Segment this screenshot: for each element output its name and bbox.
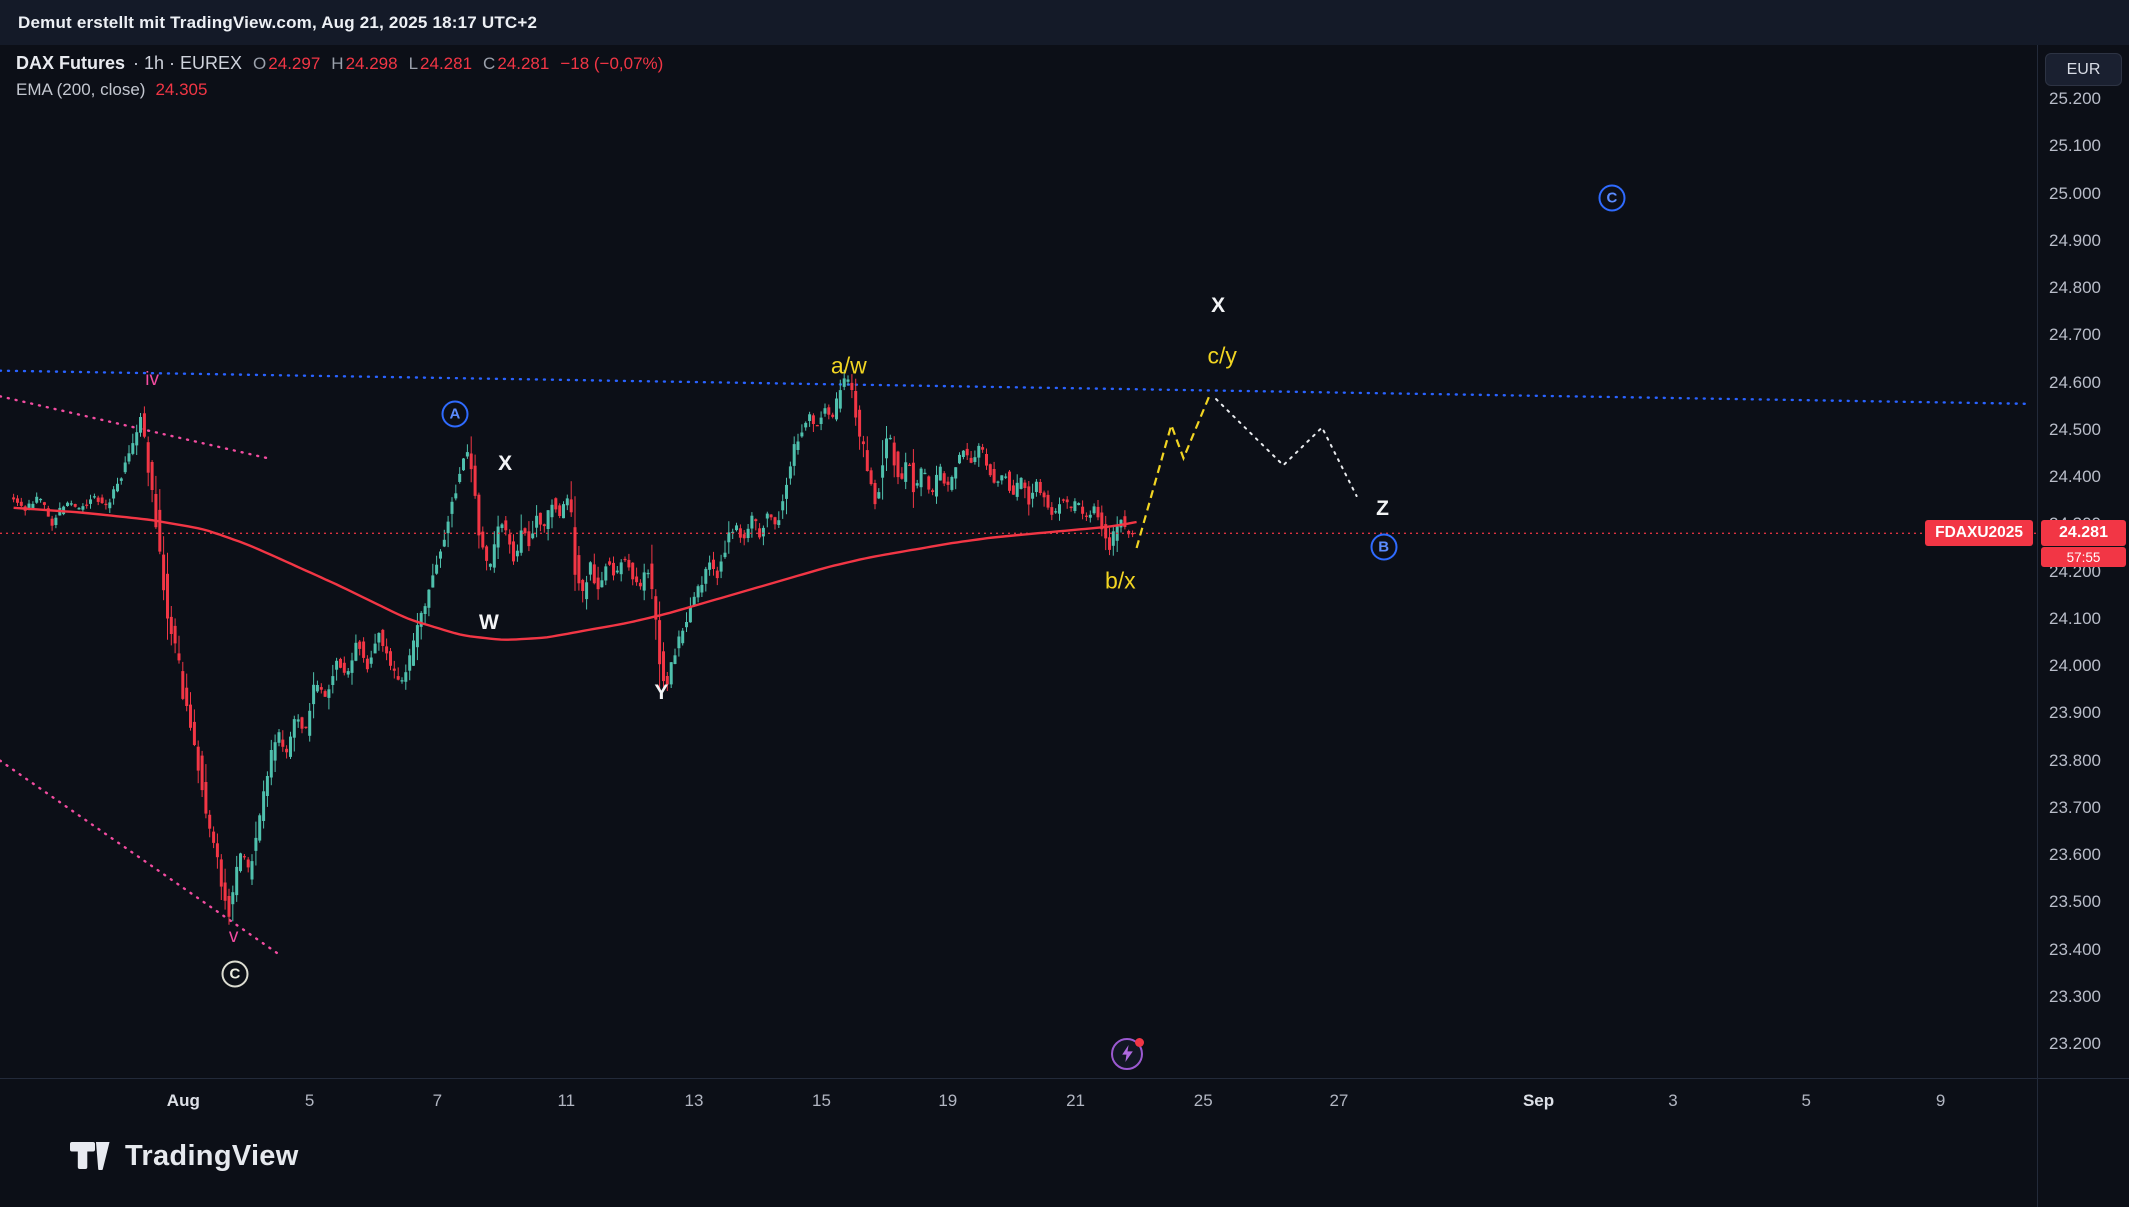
- ohlc-letter: C: [483, 54, 496, 73]
- price-axis-label: 24.700: [2049, 325, 2101, 345]
- ema-line: [13, 506, 1137, 641]
- ticker-price-tag[interactable]: FDAXU2025: [1925, 520, 2033, 547]
- time-axis-label: 13: [684, 1090, 704, 1110]
- change-value: −18 (−0,07%): [560, 54, 664, 73]
- trendline-pink-lower[interactable]: [0, 759, 284, 958]
- time-axis-label: 7: [432, 1090, 443, 1110]
- wave-label-x[interactable]: X: [498, 452, 513, 476]
- price-axis-label: 23.800: [2049, 750, 2101, 770]
- ohlc-letter: O: [253, 54, 267, 73]
- wave-label-w[interactable]: W: [478, 611, 499, 635]
- price-axis-label: 23.900: [2049, 703, 2101, 723]
- wave-label-y[interactable]: Y: [654, 680, 669, 704]
- price-axis-label: 23.600: [2049, 845, 2101, 865]
- ohlc-value: 24.297: [268, 54, 321, 73]
- lightning-icon: [1121, 1045, 1133, 1063]
- ema-indicator-label[interactable]: EMA (200, close): [16, 80, 146, 99]
- price-axis-label: 23.700: [2049, 797, 2101, 817]
- ohlc-value: 24.281: [420, 54, 473, 73]
- time-axis[interactable]: Aug 5 7 11 13 15 19 21 25 27 Sep 3 5 9: [0, 1078, 2129, 1122]
- wave-label-iv[interactable]: iv: [145, 369, 160, 391]
- bar-countdown: 57:55: [2041, 547, 2126, 568]
- currency-button[interactable]: EUR: [2045, 53, 2122, 86]
- price-axis-label: 24.400: [2049, 467, 2101, 487]
- legend: DAX Futures · 1h · EUREX O 24.297 H 24.298 L…: [16, 53, 663, 106]
- time-axis-label: 3: [1668, 1090, 1678, 1110]
- symbol-title[interactable]: DAX Futures: [16, 53, 126, 73]
- projection-yellow[interactable]: [1135, 393, 1212, 549]
- price-axis-label: 23.500: [2049, 892, 2101, 912]
- price-axis-label: 23.400: [2049, 939, 2101, 959]
- price-axis[interactable]: EUR 25.200 25.100 25.000 24.900 24.800 24.700…: [2037, 45, 2129, 1207]
- wave-label-z[interactable]: Z: [1376, 497, 1389, 521]
- time-axis-label: 9: [1935, 1090, 1946, 1110]
- tradingview-logo-text: TradingView: [125, 1140, 299, 1172]
- wave-label-b-x[interactable]: b/x: [1105, 567, 1136, 594]
- time-axis-label: 15: [812, 1090, 831, 1110]
- wave-label-x[interactable]: X: [1211, 293, 1226, 317]
- price-axis-label: 24.900: [2049, 230, 2101, 250]
- time-axis-label: Sep: [1522, 1090, 1555, 1110]
- wave-circle-c[interactable]: C: [221, 960, 249, 988]
- notification-dot: [1135, 1037, 1145, 1047]
- wave-circle-a[interactable]: A: [441, 400, 469, 428]
- time-axis-label: 5: [304, 1090, 315, 1110]
- time-axis-label: 11: [557, 1090, 576, 1110]
- price-axis-label: 24.600: [2049, 372, 2101, 392]
- candles: [12, 369, 1135, 925]
- magic-event-button[interactable]: [1111, 1037, 1145, 1070]
- tradingview-logo-glyph: [70, 1141, 110, 1170]
- wave-label-c-y[interactable]: c/y: [1207, 342, 1237, 369]
- price-axis-label: 23.200: [2049, 1034, 2101, 1054]
- ohlc-letter: H: [331, 54, 344, 73]
- chart-canvas[interactable]: [0, 45, 2037, 1078]
- projection-white[interactable]: [1215, 398, 1358, 497]
- time-axis-label: Aug: [166, 1090, 200, 1110]
- wave-circle-b[interactable]: B: [1370, 533, 1398, 561]
- trendline-pink-upper[interactable]: [0, 395, 273, 461]
- price-axis-label: 24.000: [2049, 656, 2101, 676]
- price-axis-label: 24.500: [2049, 419, 2101, 439]
- ema-value: 24.305: [155, 80, 208, 99]
- time-axis-label: 19: [938, 1090, 958, 1110]
- symbol-meta: · 1h · EUREX: [133, 53, 243, 73]
- current-price-tag[interactable]: 24.281 57:55: [2041, 520, 2126, 568]
- wave-label-v[interactable]: v: [228, 925, 239, 947]
- wave-label-a-w[interactable]: a/w: [830, 352, 867, 379]
- ohlc-letter: L: [408, 54, 419, 73]
- price-axis-label: 25.100: [2049, 136, 2101, 156]
- attribution-text: Demut erstellt mit TradingView.com, Aug …: [18, 12, 538, 32]
- time-axis-label: 25: [1193, 1090, 1213, 1110]
- attribution-bar: Demut erstellt mit TradingView.com, Aug …: [0, 0, 2129, 45]
- resistance-line-blue[interactable]: [0, 369, 2029, 405]
- ohlc-value: 24.298: [345, 54, 398, 73]
- wave-circle-c[interactable]: C: [1598, 184, 1626, 212]
- ohlc-value: 24.281: [497, 54, 550, 73]
- price-axis-label: 25.000: [2049, 183, 2101, 203]
- tradingview-logo[interactable]: TradingView: [70, 1140, 299, 1173]
- price-axis-label: 24.100: [2049, 608, 2101, 628]
- price-axis-label: 25.200: [2049, 89, 2101, 108]
- price-axis-label: 23.300: [2049, 986, 2101, 1006]
- time-axis-label: 27: [1329, 1090, 1349, 1110]
- price-axis-label: 24.800: [2049, 278, 2101, 298]
- time-axis-label: 5: [1801, 1090, 1811, 1110]
- time-axis-label: 21: [1066, 1090, 1085, 1110]
- ohlc-values: O 24.297 H 24.298 L 24.281 C 24.281: [242, 54, 549, 74]
- current-price-value: 24.281: [2041, 520, 2126, 547]
